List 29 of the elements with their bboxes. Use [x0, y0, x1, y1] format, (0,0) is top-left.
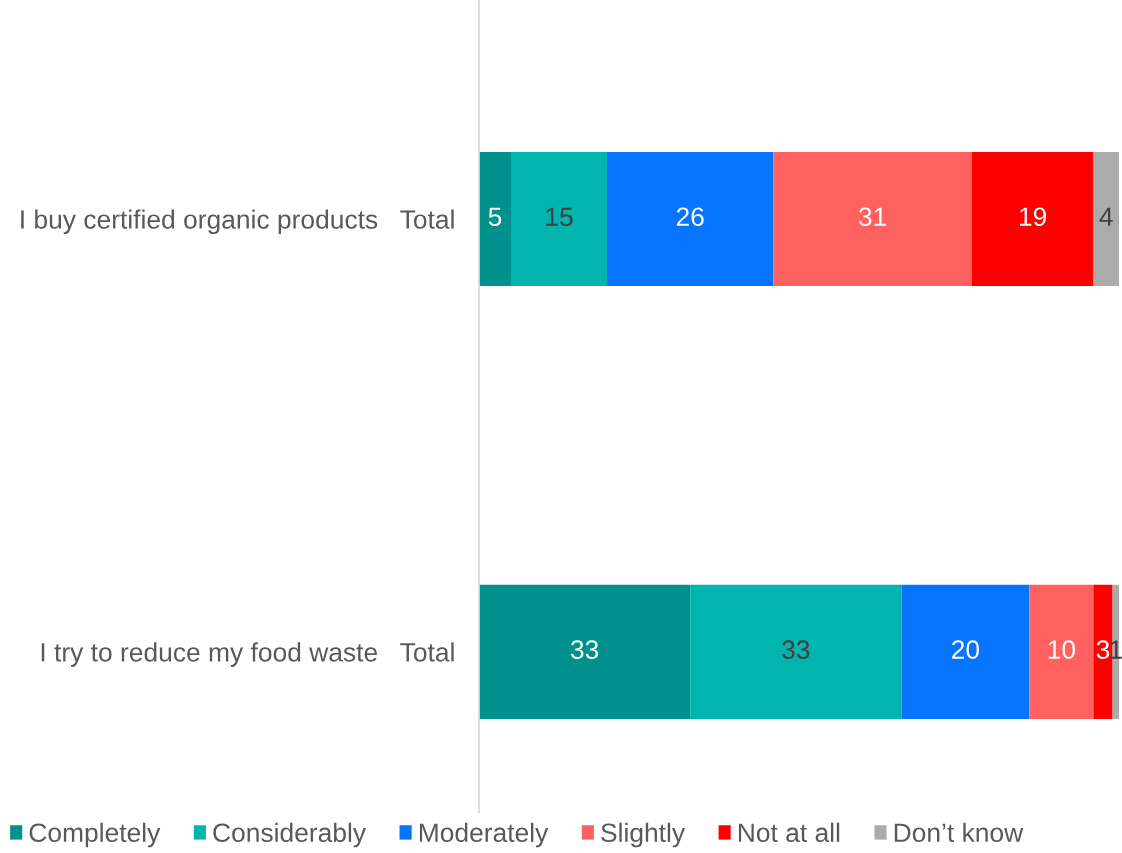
data-label: 3 — [1096, 640, 1110, 659]
bar — [1093, 151, 1119, 287]
data-label: 19 — [1019, 207, 1047, 227]
data-label: 4 — [1099, 207, 1113, 226]
bar — [1029, 584, 1094, 719]
data-label: 20 — [952, 640, 980, 659]
bar — [901, 584, 1030, 719]
y-tick-label: I try to reduce my food waste Total — [41, 642, 454, 667]
legend-label: Considerably — [213, 822, 366, 848]
data-label: 33 — [570, 640, 599, 659]
data-label: 5 — [488, 207, 502, 227]
bar — [511, 151, 607, 287]
y-tick-label: I buy certified organic products Total — [21, 209, 454, 235]
data-label: 10 — [1048, 640, 1076, 659]
data-label: 26 — [676, 207, 704, 227]
legend-label: Completely — [29, 822, 161, 848]
bar — [607, 151, 774, 287]
data-label: 31 — [858, 207, 886, 227]
data-label: 15 — [546, 207, 573, 227]
bar — [690, 584, 902, 719]
bar — [971, 151, 1094, 287]
legend-label: Slightly — [601, 822, 686, 848]
bar — [479, 151, 511, 287]
bar — [773, 151, 972, 287]
legend-label: Not at all — [738, 822, 840, 843]
bar — [479, 584, 691, 719]
legend-label: Moderately — [419, 822, 549, 848]
data-label: 33 — [782, 640, 810, 659]
legend-label: Don’t know — [894, 822, 1024, 843]
